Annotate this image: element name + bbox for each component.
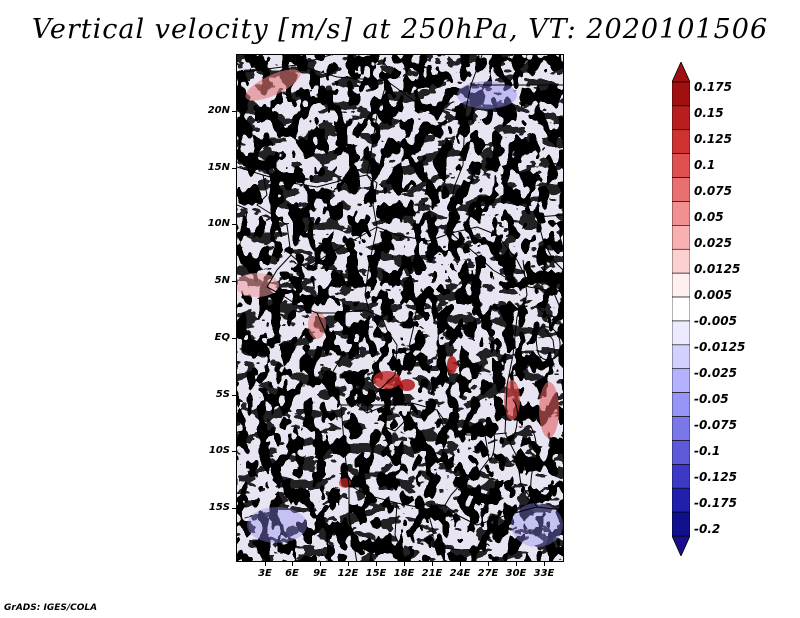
colorbar-label: 0.075: [694, 184, 732, 198]
lat-tick: [232, 451, 236, 452]
lon-label: 12E: [337, 568, 359, 579]
lon-tick: [320, 562, 321, 566]
colorbar-label: -0.025: [694, 366, 737, 380]
chart-title: Vertical velocity [m/s] at 250hPa, VT: 2…: [31, 14, 769, 45]
lon-label: 15E: [365, 568, 387, 579]
colorbar-cell: [672, 392, 690, 417]
colorbar-cell: [672, 153, 690, 178]
colorbar-cell: [672, 105, 690, 131]
lon-tick: [544, 562, 545, 566]
colorbar-cell: [672, 177, 690, 202]
colorbar-cell: [672, 416, 690, 441]
lon-tick: [376, 562, 377, 566]
colorbar-cell: [672, 225, 690, 250]
colorbar-cell: [672, 440, 690, 465]
colorbar-bottom-arrow: [672, 535, 690, 556]
colorbar-label: 0.05: [694, 210, 724, 224]
colorbar-cell: [672, 81, 690, 107]
colorbar-top-arrow: [672, 62, 690, 83]
colorbar-label: -0.125: [694, 470, 737, 484]
colorbar-label: 0.005: [694, 288, 732, 302]
lon-tick: [516, 562, 517, 566]
map-canvas: [237, 55, 563, 561]
lon-tick: [432, 562, 433, 566]
lat-tick: [232, 508, 236, 509]
colorbar-label: -0.05: [694, 392, 729, 406]
colorbar-cells: [672, 81, 690, 537]
colorbar-label: 0.175: [694, 80, 732, 94]
colorbar: [672, 62, 690, 556]
lat-label: 15S: [208, 502, 230, 513]
lat-tick: [232, 111, 236, 112]
lat-label: 20N: [207, 105, 230, 116]
colorbar-cell: [672, 296, 690, 322]
lon-label: 3E: [258, 568, 272, 579]
colorbar-label: 0.0125: [694, 262, 741, 276]
lat-label: 5S: [215, 389, 230, 400]
colorbar-cell: [672, 320, 690, 346]
lat-label: EQ: [214, 332, 230, 343]
colorbar-label: 0.125: [694, 132, 732, 146]
colorbar-cell: [672, 511, 690, 537]
colorbar-cell: [672, 464, 690, 489]
lat-tick: [232, 281, 236, 282]
colorbar-cell: [672, 201, 690, 226]
lon-label: 33E: [533, 568, 555, 579]
lat-label: 10N: [207, 218, 230, 229]
lon-label: 6E: [285, 568, 299, 579]
colorbar-cell: [672, 129, 690, 154]
colorbar-label: 0.1: [694, 158, 716, 172]
lat-tick: [232, 168, 236, 169]
colorbar-label: -0.175: [694, 496, 737, 510]
lat-tick: [232, 338, 236, 339]
lon-label: 27E: [477, 568, 499, 579]
lon-tick: [488, 562, 489, 566]
strong-patches: [237, 69, 563, 547]
colorbar-label: -0.1: [694, 444, 721, 458]
colorbar-label: 0.15: [694, 106, 724, 120]
borders: [237, 55, 563, 561]
lon-label: 21E: [421, 568, 443, 579]
lon-tick: [292, 562, 293, 566]
colorbar-cell: [672, 368, 690, 393]
lon-label: 9E: [313, 568, 327, 579]
lat-tick: [232, 395, 236, 396]
colorbar-label: 0.025: [694, 236, 732, 250]
colorbar-cell: [672, 344, 690, 370]
lat-label: 10S: [208, 445, 230, 456]
colorbar-label: -0.005: [694, 314, 737, 328]
field-red-layer: [237, 55, 563, 561]
lon-tick: [404, 562, 405, 566]
lon-label: 18E: [393, 568, 415, 579]
colorbar-cell: [672, 487, 690, 513]
lakes: [366, 174, 561, 500]
lon-label: 30E: [505, 568, 527, 579]
lat-label: 15N: [207, 162, 230, 173]
lon-label: 24E: [449, 568, 471, 579]
lon-tick: [265, 562, 266, 566]
lon-tick: [348, 562, 349, 566]
velocity-map: [236, 54, 564, 562]
lat-label: 5N: [214, 275, 230, 286]
colorbar-cell: [672, 248, 690, 274]
colorbar-label: -0.075: [694, 418, 737, 432]
colorbar-cell: [672, 272, 690, 298]
lon-tick: [460, 562, 461, 566]
colorbar-label: -0.2: [694, 522, 721, 536]
colorbar-label: -0.0125: [694, 340, 746, 354]
grads-credit: GrADS: IGES/COLA: [4, 603, 98, 613]
lat-tick: [232, 224, 236, 225]
